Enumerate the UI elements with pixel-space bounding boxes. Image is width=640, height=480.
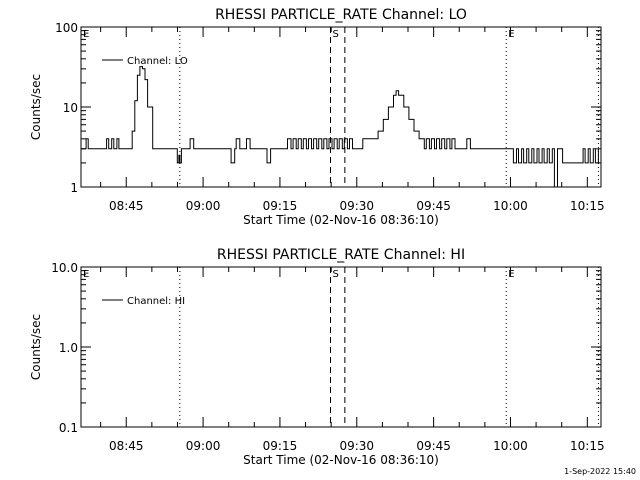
x-tick-label: 09:00: [186, 439, 221, 453]
y-tick-label: 100: [55, 21, 78, 35]
y-tick-label: 10: [63, 101, 78, 115]
x-tick-label: 09:00: [186, 199, 221, 213]
plot-frame: [80, 266, 602, 428]
marker-label: E: [83, 269, 89, 280]
y-axis-label: Counts/sec: [29, 314, 43, 380]
marker-label: E: [83, 29, 89, 40]
x-tick-label: 10:00: [493, 199, 528, 213]
y-tick-label: 1: [70, 181, 78, 195]
chart-title: RHESSI PARTICLE_RATE Channel: LO: [215, 7, 467, 23]
chart-title: RHESSI PARTICLE_RATE Channel: HI: [217, 247, 465, 263]
x-tick-label: 08:45: [109, 199, 144, 213]
y-tick-label: 1.0: [59, 341, 78, 355]
x-tick-label: 09:45: [416, 199, 451, 213]
x-tick-label: 09:15: [263, 199, 298, 213]
y-axis-label: Counts/sec: [29, 74, 43, 140]
x-tick-label: 08:45: [109, 439, 144, 453]
marker-label: S: [332, 269, 338, 280]
y-tick-label: 0.1: [59, 421, 78, 435]
plot-frame: [80, 26, 602, 188]
marker-label: E: [508, 269, 514, 280]
marker-label: S: [332, 29, 338, 40]
x-tick-label: 10:00: [493, 439, 528, 453]
x-tick-label: 09:45: [416, 439, 451, 453]
x-tick-label: 10:15: [570, 439, 605, 453]
y-tick-label: 10.0: [51, 261, 78, 275]
legend-label: Channel: LO: [127, 56, 188, 67]
legend-label: Channel: HI: [127, 296, 185, 307]
x-tick-label: 09:15: [263, 439, 298, 453]
x-tick-label: 09:30: [339, 439, 374, 453]
x-axis-label: Start Time (02-Nov-16 08:36:10): [243, 453, 439, 467]
series-line: [81, 66, 599, 188]
x-tick-label: 09:30: [339, 199, 374, 213]
marker-label: E: [508, 29, 514, 40]
footer-timestamp: 1-Sep-2022 15:40: [564, 467, 636, 476]
x-axis-label: Start Time (02-Nov-16 08:36:10): [243, 213, 439, 227]
x-tick-label: 10:15: [570, 199, 605, 213]
